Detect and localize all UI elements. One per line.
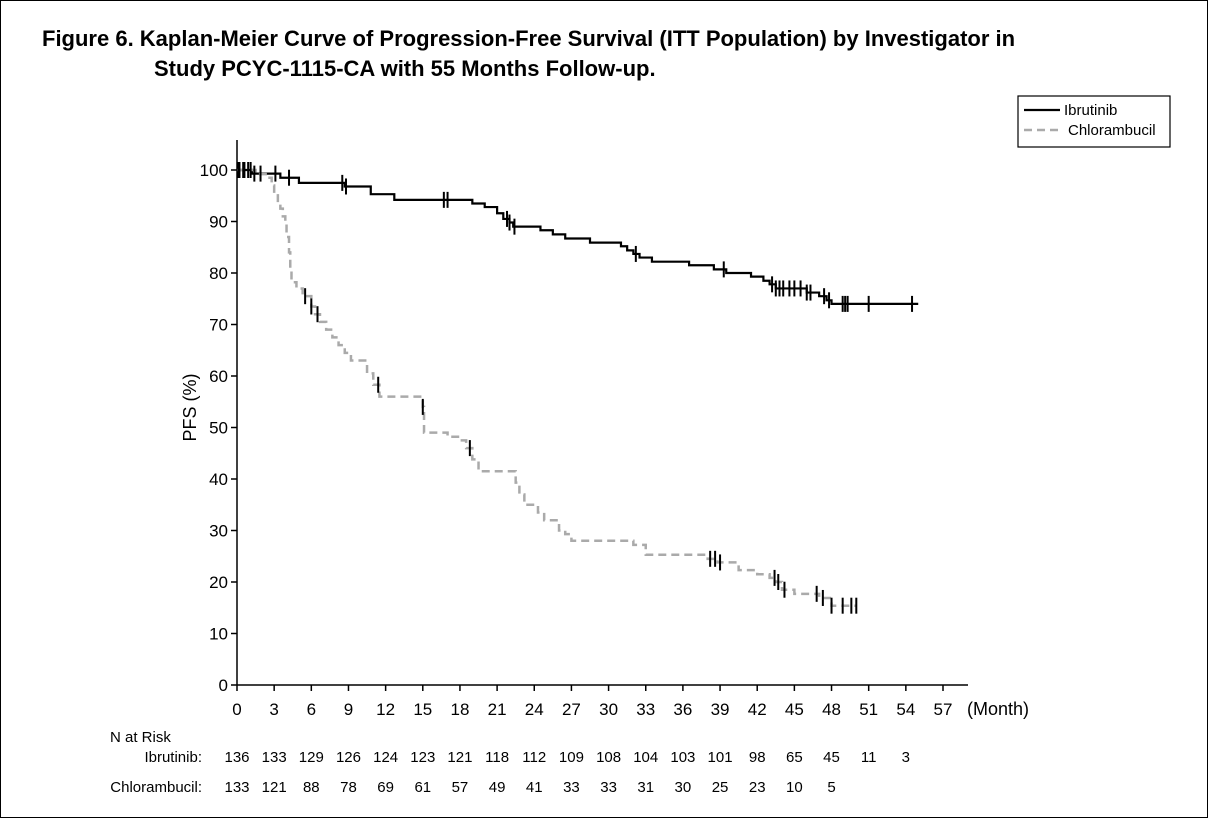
survival-curves [237, 168, 919, 607]
risk-count: 10 [786, 779, 803, 796]
legend-box [1017, 95, 1171, 148]
x-tick-label: 45 [785, 700, 804, 719]
y-tick-label: 100 [200, 161, 228, 180]
risk-count: 65 [786, 749, 803, 766]
x-tick-label: 33 [636, 700, 655, 719]
x-tick-label: 18 [450, 700, 469, 719]
risk-table-heading: N at Risk [110, 729, 171, 746]
x-tick-label: 54 [896, 700, 915, 719]
curve-chlorambucil [237, 168, 857, 607]
figure-title-line1: Figure 6. Kaplan-Meier Curve of Progress… [42, 26, 1016, 51]
chart-legend: Ibrutinib Chlorambucil [1017, 95, 1171, 148]
x-tick-label: 21 [488, 700, 507, 719]
y-tick-label: 20 [209, 573, 228, 592]
risk-count: 23 [749, 779, 766, 796]
y-tick-label: 90 [209, 213, 228, 232]
risk-count: 41 [526, 779, 543, 796]
x-tick-label: 42 [748, 700, 767, 719]
risk-count: 118 [485, 749, 509, 766]
y-tick-label: 70 [209, 316, 228, 335]
x-tick-label: 0 [232, 700, 241, 719]
x-tick-label: 51 [859, 700, 878, 719]
risk-count: 45 [823, 749, 840, 766]
figure-title-line2: Study PCYC-1115-CA with 55 Months Follow… [154, 56, 656, 81]
risk-table: N at Risk Ibrutinib: 136 133 129 126 124 123 121… [110, 729, 910, 796]
y-tick-label: 50 [209, 419, 228, 438]
x-tick-label: 3 [269, 700, 278, 719]
risk-count: 69 [377, 779, 394, 796]
legend-label-ibrutinib: Ibrutinib [1064, 102, 1117, 119]
risk-count: 121 [447, 749, 472, 766]
x-tick-label: 27 [562, 700, 581, 719]
risk-count: 112 [522, 749, 546, 766]
risk-count: 78 [340, 779, 357, 796]
y-tick-label: 80 [209, 264, 228, 283]
risk-count: 30 [675, 779, 692, 796]
risk-count: 11 [861, 749, 877, 766]
risk-count: 5 [827, 779, 835, 796]
risk-count: 133 [262, 749, 287, 766]
x-tick-label: 9 [344, 700, 353, 719]
risk-count: 31 [637, 779, 654, 796]
risk-count: 104 [633, 749, 658, 766]
risk-count: 103 [670, 749, 695, 766]
risk-count: 25 [712, 779, 729, 796]
x-tick-label: 39 [711, 700, 730, 719]
risk-count: 98 [749, 749, 766, 766]
legend-label-chlorambucil: Chlorambucil [1068, 122, 1156, 139]
x-tick-label: 15 [413, 700, 432, 719]
risk-count: 133 [224, 779, 249, 796]
curve-ibrutinib [237, 168, 919, 305]
y-tick-label: 40 [209, 470, 228, 489]
risk-row-label: Chlorambucil: [110, 779, 202, 796]
risk-count: 126 [336, 749, 361, 766]
risk-count: 108 [596, 749, 621, 766]
figure-title: Figure 6. Kaplan-Meier Curve of Progress… [42, 24, 1172, 84]
x-tick-label: 6 [307, 700, 316, 719]
risk-count: 101 [708, 749, 733, 766]
y-tick-label: 60 [209, 367, 228, 386]
x-tick-label: 24 [525, 700, 544, 719]
y-axis-label: PFS (%) [180, 373, 200, 441]
risk-count: 129 [299, 749, 324, 766]
risk-count: 109 [559, 749, 584, 766]
y-tick-label: 0 [219, 676, 228, 695]
x-tick-label: 30 [599, 700, 618, 719]
risk-count: 33 [563, 779, 580, 796]
risk-count: 124 [373, 749, 398, 766]
risk-row-label: Ibrutinib: [144, 749, 202, 766]
x-tick-label: 48 [822, 700, 841, 719]
risk-count: 123 [410, 749, 435, 766]
risk-count: 33 [600, 779, 617, 796]
risk-count: 88 [303, 779, 320, 796]
risk-count: 136 [224, 749, 249, 766]
x-tick-label: 12 [376, 700, 395, 719]
y-tick-label: 30 [209, 522, 228, 541]
risk-count: 3 [902, 749, 910, 766]
risk-count: 49 [489, 779, 506, 796]
risk-count: 57 [452, 779, 469, 796]
x-axis-label: (Month) [967, 699, 1029, 719]
risk-count: 61 [414, 779, 431, 796]
risk-count: 121 [262, 779, 287, 796]
censor-marks [237, 162, 914, 614]
x-tick-label: 36 [673, 700, 692, 719]
y-tick-label: 10 [209, 625, 228, 644]
x-tick-label: 57 [934, 700, 953, 719]
